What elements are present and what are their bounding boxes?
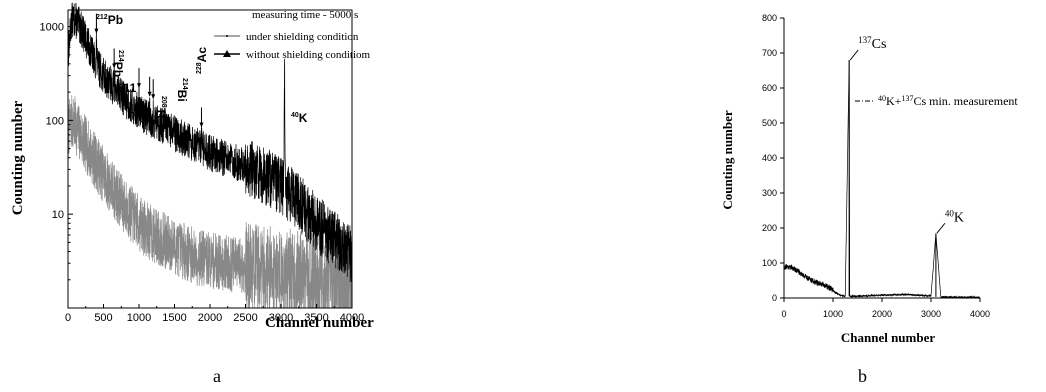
peak-label-a: 212Pb [96,13,123,27]
y-axis-ticks-a: 10 100 1000 [40,22,73,281]
x-tick-label-a: 1000 [127,312,151,324]
peak-sup-a: 214 [181,78,188,90]
x-axis-label-b: Channel number [841,330,935,345]
peak-label-text-a: 212Pb [96,13,123,27]
peak-label-text-a: 40K [291,111,308,125]
peak-sup-a: 228 [196,62,203,74]
x-tick-label-a: 3500 [304,312,328,324]
x-tick-label-a: 2500 [233,312,257,324]
legend-marker-shield: • [226,32,229,41]
peak-sym-b: Cs [872,37,887,52]
peak-label-text-a: 214Bi [175,78,189,102]
x-axis-ticks-b: 0 1000 2000 3000 4000 [781,298,990,319]
peak-label-a: 208Tl [154,96,168,118]
peak-pointer-b [849,49,859,61]
peak-label-a: 214Pb [111,50,125,77]
peak-label-a: 214Bi [175,78,189,102]
peak-label-text-a: 214Pb [111,50,125,77]
peak-sym-a: Ac [195,47,209,63]
panel-label-a: a [213,366,221,386]
peak-arrowhead-a [147,91,152,97]
x-axis-label-a: Channel number [265,315,374,331]
legend-title-a: measuring time - 5000 s [252,9,358,21]
series-line-under-shielding [67,95,353,309]
y-tick-label-a: 100 [46,115,64,127]
peak-label-text-a: 228Ac [195,47,209,74]
y-tick-label-b: 200 [762,223,777,233]
peak-label-a: 40K [291,111,308,125]
peak-label-text-a: 511 [117,81,137,95]
x-tick-label-a: 0 [65,312,71,324]
peak-sym-a: Bi [175,90,189,102]
x-tick-label-b: 4000 [970,309,990,319]
peak-pointer-b [936,222,946,234]
panel-label-b: b [858,366,867,386]
y-tick-label-b: 500 [762,118,777,128]
x-tick-label-b: 1000 [823,309,843,319]
x-tick-label-b: 2000 [872,309,892,319]
series-line-without-shielding [67,2,353,283]
peak-sym-a: K [299,111,308,125]
legend-b: 40K+137Cs min. measurement [855,94,1018,109]
peak-label-b: 137Cs [858,35,886,52]
peak-arrowhead-a [199,122,204,128]
peak-label-b: 40K [945,208,964,225]
peak-sup-a: 212 [96,14,108,21]
series-without-shielding [67,2,353,283]
peak-label-a: 511 [117,81,137,95]
peak-label-text-a: 208Tl [154,96,168,118]
legend-marker-unshield [223,50,231,57]
x-tick-label-a: 1500 [162,312,186,324]
legend-label-b: 40K+137Cs min. measurement [878,94,1018,109]
x-tick-label-a: 4000 [340,312,364,324]
peak-label-a: 228Ac [195,47,209,74]
series-under-shielding [67,95,353,309]
y-tick-label-a: 10 [52,209,64,221]
series-line-b [783,59,981,300]
peak-arrowhead-a [94,28,99,34]
peak-arrowhead-a [137,83,141,89]
peak-sym-b: K [954,210,964,225]
y-tick-label-b: 100 [762,258,777,268]
y-axis-label-b: Counting number [720,110,735,210]
legend-a: measuring time - 5000 s • under shieldin… [214,9,370,61]
peak-sup-b: 40 [945,208,955,218]
peak-sup-b: 137 [858,35,872,45]
y-tick-label-b: 400 [762,153,777,163]
peak-sup-a: 214 [117,50,124,62]
y-tick-label-b: 0 [772,293,777,303]
peak-sym-a: Pb [108,13,123,27]
x-tick-label-a: 500 [94,312,112,324]
y-axis-label-a: Counting number [10,100,26,215]
y-tick-label-b: 300 [762,188,777,198]
peak-sup-a: 40 [291,112,299,119]
peak-arrowhead-a [112,63,117,69]
peak-sym-a: Tl [154,108,168,119]
y-tick-label-a: 1000 [40,22,64,34]
y-tick-label-b: 700 [762,48,777,58]
peak-annotations-b: 137Cs 40K [849,35,964,234]
legend-label-unshield: without shielding conditiom [246,49,370,61]
y-axis-ticks-b: 0 100 200 300 400 500 600 700 800 [762,13,784,303]
x-tick-label-b: 0 [781,309,786,319]
peak-sup-a: 208 [160,96,167,108]
x-tick-label-a: 3000 [269,312,293,324]
x-axis-ticks-a: 0 500 1000 1500 2000 2500 3000 3500 4000 [65,304,364,324]
x-tick-label-b: 3000 [921,309,941,319]
y-tick-label-b: 600 [762,83,777,93]
y-tick-label-b: 800 [762,13,777,23]
legend-label-shield: under shielding condition [246,31,359,43]
peak-sym-a: Pb [111,62,125,77]
series-b [783,59,981,300]
peak-arrowhead-a [151,94,156,100]
x-tick-label-a: 2000 [198,312,222,324]
